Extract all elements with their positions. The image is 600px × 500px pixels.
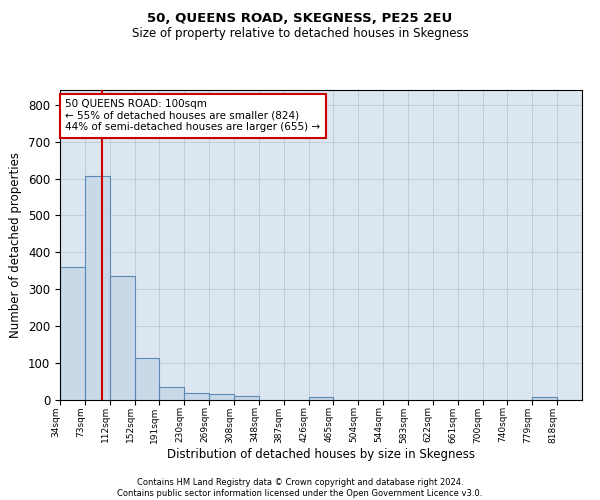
- Text: 50, QUEENS ROAD, SKEGNESS, PE25 2EU: 50, QUEENS ROAD, SKEGNESS, PE25 2EU: [148, 12, 452, 26]
- Y-axis label: Number of detached properties: Number of detached properties: [10, 152, 22, 338]
- X-axis label: Distribution of detached houses by size in Skegness: Distribution of detached houses by size …: [167, 448, 475, 461]
- Text: Contains HM Land Registry data © Crown copyright and database right 2024.
Contai: Contains HM Land Registry data © Crown c…: [118, 478, 482, 498]
- Text: Size of property relative to detached houses in Skegness: Size of property relative to detached ho…: [131, 28, 469, 40]
- Text: 50 QUEENS ROAD: 100sqm
← 55% of detached houses are smaller (824)
44% of semi-de: 50 QUEENS ROAD: 100sqm ← 55% of detached…: [65, 100, 320, 132]
